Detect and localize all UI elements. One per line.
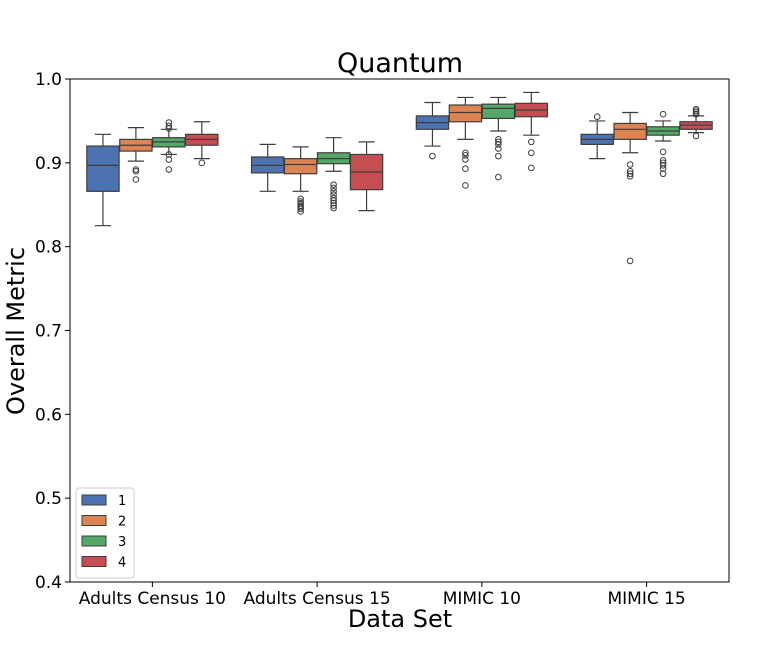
outlier-point [462,165,469,173]
outlier-point [626,257,634,265]
outlier-point [330,204,337,212]
outlier-point [659,162,667,169]
chart-title: Quantum [337,48,463,79]
box-series-1-3 [580,113,614,160]
legend-label: 3 [118,535,126,550]
y-tick-label: 1.0 [35,70,62,90]
box-series-1-2 [415,101,450,160]
outlier-point [626,161,634,168]
outlier-point [495,152,502,160]
box-series-3-2 [481,96,516,181]
y-tick-label: 0.4 [35,573,62,593]
box-series-4-3 [679,105,713,140]
box-series-1-0 [86,133,120,227]
outlier-point [495,141,502,148]
legend-label: 2 [118,515,126,530]
outlier-point [198,159,206,167]
outlier-point [528,164,535,172]
outlier-point [330,188,337,195]
outlier-point [462,151,469,159]
outlier-point [297,205,304,213]
legend-swatch [81,515,107,526]
outlier-point [495,173,502,181]
outlier-point [659,110,667,118]
y-tick-label: 0.8 [35,238,62,258]
outlier-point [165,166,173,173]
outlier-point [659,165,667,173]
legend-label: 4 [118,556,126,571]
x-tick-label: Adults Census 10 [79,589,226,609]
outlier-point [692,110,700,118]
outlier-point [297,208,304,215]
y-axis-title: Overall Metric [2,247,30,415]
box-series-2-1 [283,146,318,215]
box-series-2-2 [448,96,483,189]
y-tick-label: 0.5 [35,489,62,509]
y-tick-label: 0.9 [35,154,62,174]
outlier-point [165,125,173,132]
box-series-4-0 [185,121,219,167]
outlier-point [626,170,634,178]
box [283,158,318,175]
outlier-point [330,194,337,202]
outlier-point [659,148,667,156]
outlier-point [165,156,173,163]
legend-box [75,487,135,579]
outlier-point [462,156,469,163]
box-series-3-1 [316,137,351,212]
outlier-point [132,176,140,183]
box-series-3-3 [646,110,680,178]
box [613,122,647,140]
outlier-point [462,149,469,157]
outlier-point [528,138,535,146]
x-tick-label: MIMIC 10 [443,589,521,609]
outlier-point [330,202,337,209]
outlier-point [330,197,337,204]
legend-swatch [81,535,107,547]
outlier-point [495,138,502,146]
y-tick-label: 0.6 [35,405,62,425]
outlier-point [593,113,601,121]
outlier-point [528,149,535,157]
outlier-point [659,157,667,164]
box [448,104,483,123]
outlier-point [626,167,634,175]
plot-frame [69,78,730,583]
legend-label: 1 [118,494,126,509]
box-series-2-0 [119,127,153,183]
outlier-point [462,182,469,189]
outlier-point [132,167,140,175]
y-tick-label: 0.7 [35,322,62,342]
outlier-point [429,152,436,160]
box-series-3-0 [152,119,186,173]
outlier-point [495,136,502,143]
box-series-4-1 [349,141,384,212]
legend-swatch [81,556,107,567]
x-tick-label: Adults Census 15 [244,589,391,609]
outlier-point [659,170,667,178]
x-axis-title: Data Set [348,605,452,633]
outlier-point [626,172,634,180]
box [481,103,516,120]
outlier-point [495,145,502,152]
box [86,145,120,192]
outlier-point [692,132,700,140]
outlier-point [330,199,337,207]
legend-swatch [81,494,107,506]
outlier-point [297,195,304,203]
outlier-point [165,151,173,158]
box-series-4-2 [514,91,549,172]
box-series-1-1 [250,143,285,192]
outlier-point [330,184,337,192]
outlier-point [330,181,337,188]
box-series-2-3 [613,111,647,265]
x-tick-label: MIMIC 15 [607,589,685,609]
outlier-point [165,122,173,130]
